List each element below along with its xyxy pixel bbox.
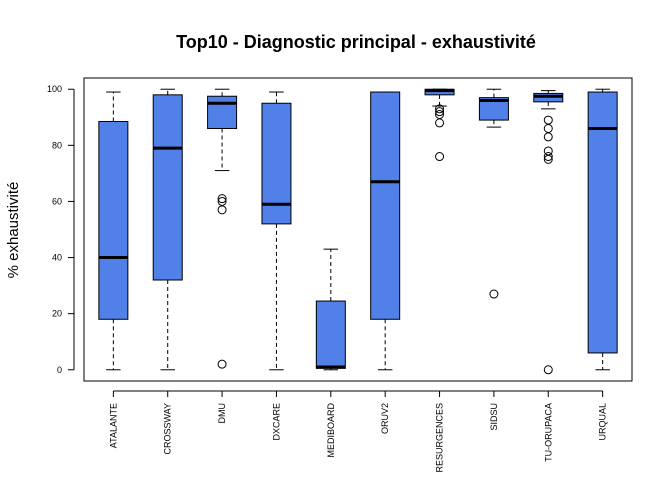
outlier-point: [217, 194, 227, 204]
box-group: [98, 88, 618, 375]
y-tick-label: 40: [52, 253, 62, 263]
box-oruv2: [370, 91, 401, 371]
box-resurgences: [424, 88, 455, 162]
box-dmu: [207, 88, 238, 369]
x-tick-label-mediboard: MEDIBOARD: [326, 403, 336, 458]
iqr-box: [152, 94, 183, 281]
iqr-box: [261, 102, 292, 225]
outlier-point: [543, 132, 553, 142]
outlier-point: [543, 152, 553, 162]
x-tick-label-crossway: CROSSWAY: [163, 403, 173, 455]
x-axis: ATALANTE CROSSWAY DMU DXCARE MEDIBOARD ORUV2 R…: [108, 390, 608, 473]
y-axis-label: % exhaustivité: [5, 182, 22, 279]
box-crossway: [152, 88, 183, 371]
outlier-point: [435, 152, 445, 162]
x-tick-label-sidsu: SIDSU: [489, 403, 499, 431]
outlier-point: [435, 104, 445, 114]
box-tu-orupaca: [533, 90, 564, 375]
x-tick-label-atalante: ATALANTE: [108, 403, 118, 448]
outlier-point: [543, 124, 553, 133]
box-sidsu: [478, 88, 509, 299]
outlier-point: [217, 205, 227, 215]
x-tick-label-dxcare: DXCARE: [271, 403, 281, 441]
outlier-point: [543, 115, 553, 125]
iqr-box: [478, 97, 509, 121]
plot-frame: [83, 77, 633, 382]
y-tick-label: 60: [52, 196, 62, 206]
x-tick-label-oruv2: ORUV2: [380, 403, 390, 434]
iqr-box: [315, 300, 346, 369]
box-atalante: [98, 91, 129, 371]
iqr-box: [98, 120, 129, 320]
outlier-point: [435, 118, 445, 128]
chart-title: Top10 - Diagnostic principal - exhaustiv…: [176, 32, 536, 52]
y-tick-label: 20: [52, 309, 62, 319]
y-tick-label: 100: [47, 84, 62, 94]
outlier-point: [435, 107, 445, 117]
outlier-point: [217, 359, 227, 369]
x-tick-label-resurgences: RESURGENCES: [435, 403, 445, 473]
outlier-point: [489, 289, 499, 299]
iqr-box: [370, 91, 401, 320]
box-mediboard: [315, 248, 346, 371]
outlier-point: [543, 154, 553, 164]
iqr-box: [587, 91, 618, 354]
y-tick-label: 0: [57, 365, 62, 375]
y-tick-label: 80: [52, 140, 62, 150]
outlier-point: [543, 365, 553, 375]
box-urqual: [587, 88, 618, 371]
y-axis: 0 20 40 60 80 100: [47, 84, 75, 375]
x-tick-label-urqual: URQUAL: [598, 403, 608, 441]
x-tick-label-tu-orupaca: TU-ORUPACA: [543, 403, 553, 462]
x-tick-label-dmu: DMU: [217, 403, 227, 424]
box-dxcare: [261, 91, 292, 371]
iqr-box: [207, 95, 238, 130]
